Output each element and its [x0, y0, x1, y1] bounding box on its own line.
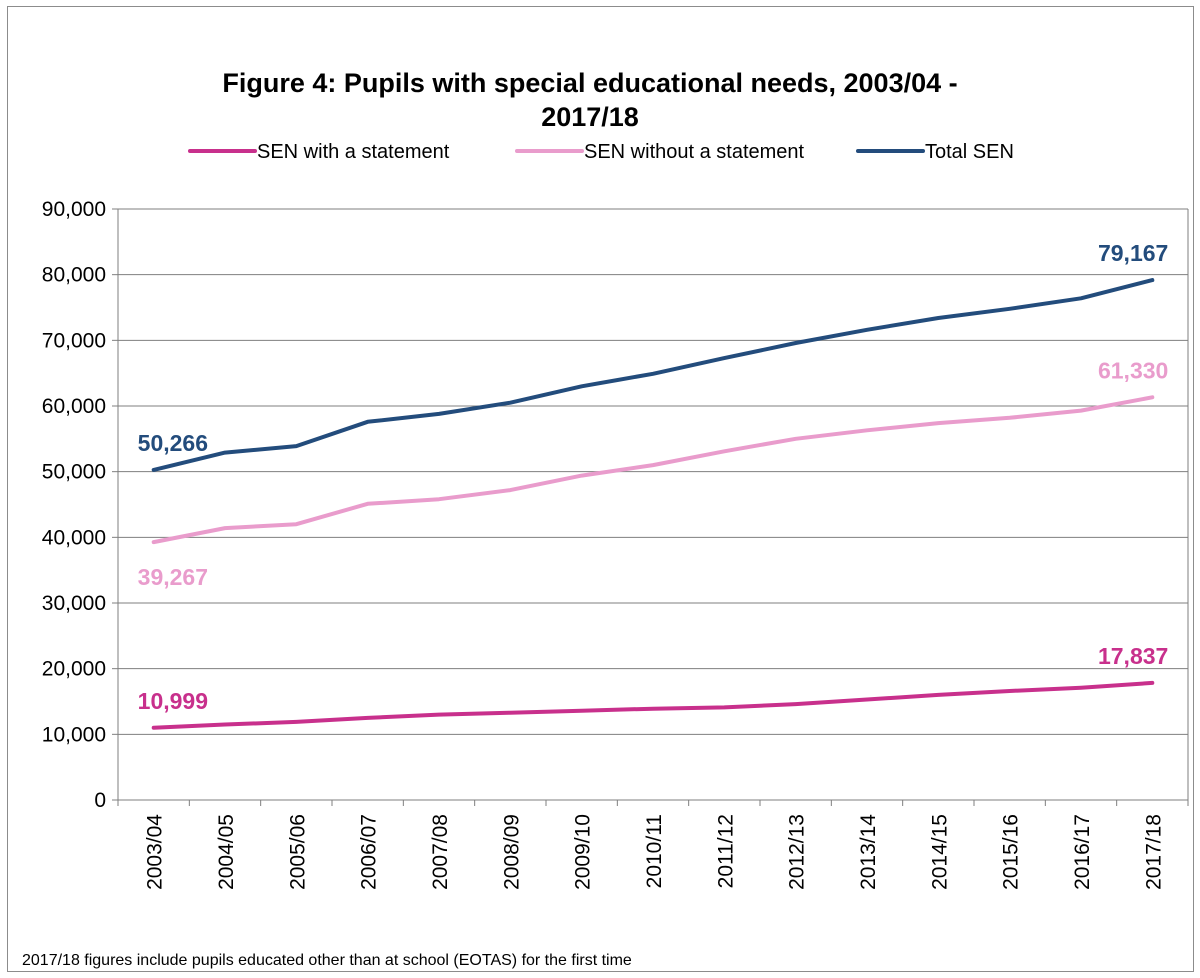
x-tick-label: 2007/08 [429, 814, 452, 890]
series-line [151, 680, 1155, 730]
y-tick-label: 90,000 [42, 198, 106, 221]
chart-title-line-2: 2017/18 [541, 102, 639, 132]
legend-label: SEN with a statement [257, 141, 450, 163]
y-tick-label: 40,000 [42, 526, 106, 549]
axes [117, 209, 1188, 801]
x-tick-label: 2012/13 [786, 814, 809, 890]
x-tick-label: 2015/16 [1000, 814, 1023, 890]
legend-label: Total SEN [925, 141, 1014, 163]
data-labels: 10,999 17,837 39,267 61,330 50,266 79,167 [138, 240, 1169, 714]
x-tick-label: 2009/10 [572, 814, 595, 890]
x-axis-ticks: 2003/04 2004/05 2005/06 2006/07 2007/08 2008/… [117, 800, 1189, 890]
x-tick-label: 2004/05 [215, 814, 238, 890]
y-tick-label: 10,000 [42, 723, 106, 746]
x-tick-label: 2013/14 [857, 814, 880, 890]
chart-title-line-1: Figure 4: Pupils with special educationa… [222, 68, 957, 98]
y-tick-label: 30,000 [42, 592, 106, 615]
legend-label: SEN without a statement [584, 141, 805, 163]
series-line [151, 278, 1155, 472]
x-tick-label: 2011/12 [714, 814, 737, 888]
chart-legend: SEN with a statement SEN without a statem… [188, 141, 1014, 163]
data-label: 17,837 [1098, 643, 1168, 669]
x-tick-label: 2005/06 [286, 814, 309, 890]
data-label: 50,266 [138, 430, 208, 456]
x-tick-label: 2010/11 [643, 814, 666, 888]
gridlines [118, 208, 1189, 800]
y-tick-label: 50,000 [42, 461, 106, 484]
series-lines [151, 278, 1155, 730]
y-tick-label: 80,000 [42, 264, 106, 287]
data-label: 79,167 [1098, 240, 1168, 266]
y-axis-ticks: 0 10,000 20,000 30,000 40,000 50,000 60,000 70,… [42, 198, 118, 812]
x-tick-label: 2006/07 [358, 814, 381, 890]
x-tick-label: 2008/09 [500, 814, 523, 890]
series-line [151, 395, 1155, 545]
x-tick-label: 2016/17 [1071, 814, 1094, 890]
chart-frame [7, 6, 1194, 972]
x-tick-label: 2017/18 [1142, 814, 1165, 890]
chart-footnote: 2017/18 figures include pupils educated … [22, 952, 632, 969]
data-label: 39,267 [138, 564, 208, 590]
x-tick-label: 2003/04 [144, 814, 167, 890]
y-tick-label: 0 [94, 789, 106, 812]
x-tick-label: 2014/15 [928, 814, 951, 890]
y-tick-label: 20,000 [42, 658, 106, 681]
data-label: 10,999 [138, 688, 208, 714]
y-tick-label: 60,000 [42, 395, 106, 418]
data-label: 61,330 [1098, 357, 1168, 383]
y-tick-label: 70,000 [42, 329, 106, 352]
